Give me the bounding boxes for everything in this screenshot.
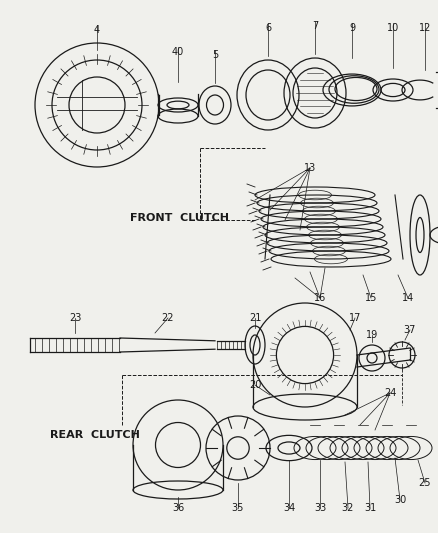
- Text: 9: 9: [348, 23, 354, 33]
- Text: 21: 21: [248, 313, 261, 323]
- Text: 17: 17: [348, 313, 360, 323]
- Text: 16: 16: [313, 293, 325, 303]
- Text: 14: 14: [401, 293, 413, 303]
- Text: 37: 37: [403, 325, 415, 335]
- Text: 15: 15: [364, 293, 376, 303]
- Text: FRONT  CLUTCH: FRONT CLUTCH: [130, 213, 229, 223]
- Text: 7: 7: [311, 21, 318, 31]
- Text: 10: 10: [386, 23, 398, 33]
- Text: 31: 31: [363, 503, 375, 513]
- Text: 12: 12: [418, 23, 430, 33]
- Text: 32: 32: [341, 503, 353, 513]
- Text: 33: 33: [313, 503, 325, 513]
- Text: 24: 24: [383, 388, 395, 398]
- Text: 22: 22: [161, 313, 174, 323]
- Text: 13: 13: [303, 163, 315, 173]
- Text: 20: 20: [248, 380, 261, 390]
- Text: 35: 35: [231, 503, 244, 513]
- Text: 4: 4: [94, 25, 100, 35]
- Text: 23: 23: [69, 313, 81, 323]
- Text: 40: 40: [172, 47, 184, 57]
- Text: 34: 34: [282, 503, 294, 513]
- Text: 36: 36: [172, 503, 184, 513]
- Text: 6: 6: [265, 23, 270, 33]
- Text: REAR  CLUTCH: REAR CLUTCH: [50, 430, 140, 440]
- Text: 25: 25: [418, 478, 430, 488]
- Text: 19: 19: [365, 330, 377, 340]
- Text: 5: 5: [212, 50, 218, 60]
- Text: 30: 30: [393, 495, 405, 505]
